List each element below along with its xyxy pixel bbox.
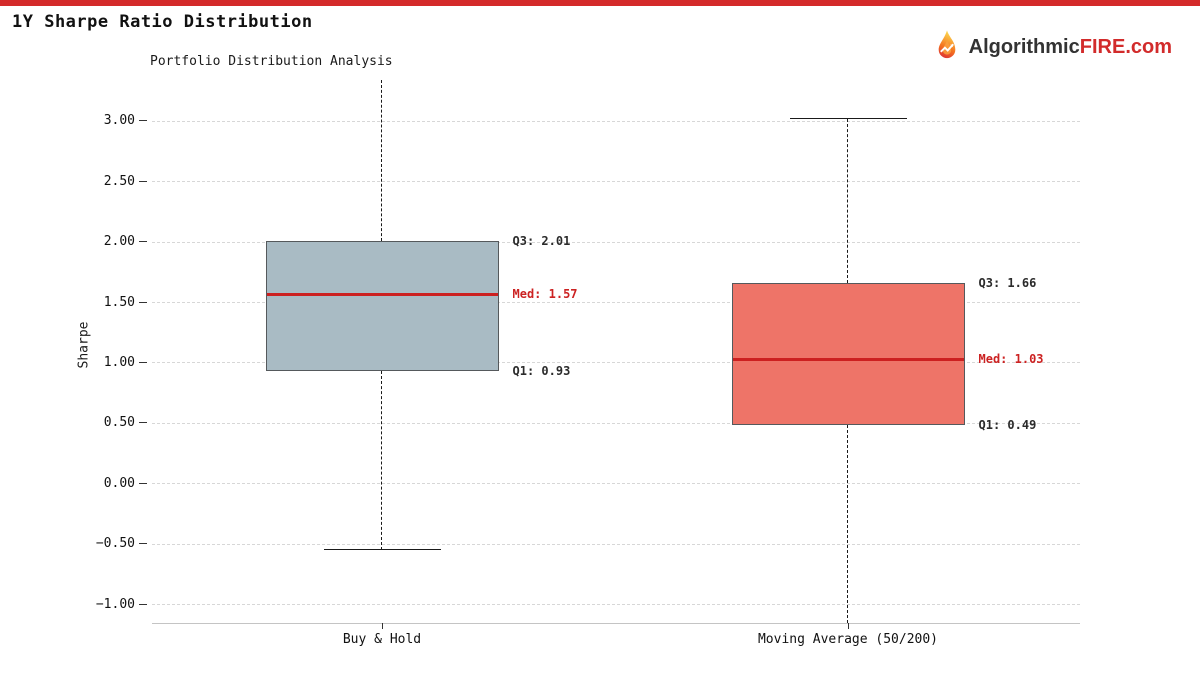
x-tick-label: Moving Average (50/200) [757, 632, 938, 647]
brand-logo[interactable]: AlgorithmicFIRE.com [930, 28, 1172, 66]
gridline [152, 241, 1080, 243]
brand-name-prefix: Algorithmic [968, 35, 1080, 58]
median-line [732, 357, 964, 361]
x-tick-label: Buy & Hold [342, 632, 422, 647]
y-tick-mark [139, 543, 147, 545]
gridline [152, 483, 1080, 485]
brand-name-suffix: .com [1125, 35, 1172, 58]
page-title: 1Y Sharpe Ratio Distribution [12, 12, 313, 32]
gridline [152, 181, 1080, 183]
top-accent-bar [0, 0, 1200, 6]
annotation-median: Med: 1.03 [978, 352, 1044, 367]
gridline [152, 422, 1080, 424]
annotation-q3: Q3: 2.01 [512, 233, 571, 248]
annotation-q1: Q1: 0.93 [512, 364, 571, 379]
y-tick-mark [139, 180, 147, 182]
y-tick-label: 2.50 [103, 173, 135, 189]
y-tick-label: 0.00 [103, 475, 135, 491]
gridline [152, 604, 1080, 606]
lower-whisker [381, 371, 383, 551]
box [731, 283, 965, 425]
gridline [152, 543, 1080, 545]
y-tick-label: −1.00 [95, 596, 135, 612]
x-tick-mark [382, 623, 383, 629]
y-tick-label: 1.00 [103, 354, 135, 370]
x-axis-line [152, 623, 1080, 624]
brand-name-highlight: FIRE [1079, 35, 1126, 58]
lower-whisker [847, 424, 849, 623]
y-tick-label: 2.00 [103, 234, 135, 250]
y-tick-mark [139, 241, 147, 243]
upper-whisker [847, 118, 849, 284]
y-tick-mark [139, 120, 147, 122]
flame-icon [938, 30, 955, 59]
upper-whisker-cap [789, 117, 907, 119]
upper-whisker [381, 80, 383, 241]
y-tick-mark [139, 603, 147, 605]
x-tick-mark [848, 623, 849, 629]
annotation-q1: Q1: 0.49 [978, 417, 1037, 432]
brand-name: AlgorithmicFIRE.com [969, 36, 1172, 59]
y-tick-mark [139, 482, 147, 484]
median-line [266, 292, 498, 296]
lower-whisker-cap [323, 549, 441, 551]
box [265, 240, 499, 372]
y-tick-mark [139, 361, 147, 363]
y-tick-label: −0.50 [95, 536, 135, 552]
y-tick-mark [139, 422, 147, 424]
gridline [152, 302, 1080, 304]
y-tick-label: 3.00 [103, 113, 135, 129]
y-tick-mark [139, 301, 147, 303]
annotation-median: Med: 1.57 [512, 287, 578, 302]
y-tick-label: 1.50 [103, 294, 135, 310]
gridline [152, 120, 1080, 122]
y-tick-label: 0.50 [103, 415, 135, 431]
gridline [152, 362, 1080, 364]
annotation-q3: Q3: 1.66 [978, 276, 1037, 291]
chart-title: Portfolio Distribution Analysis [150, 54, 393, 69]
